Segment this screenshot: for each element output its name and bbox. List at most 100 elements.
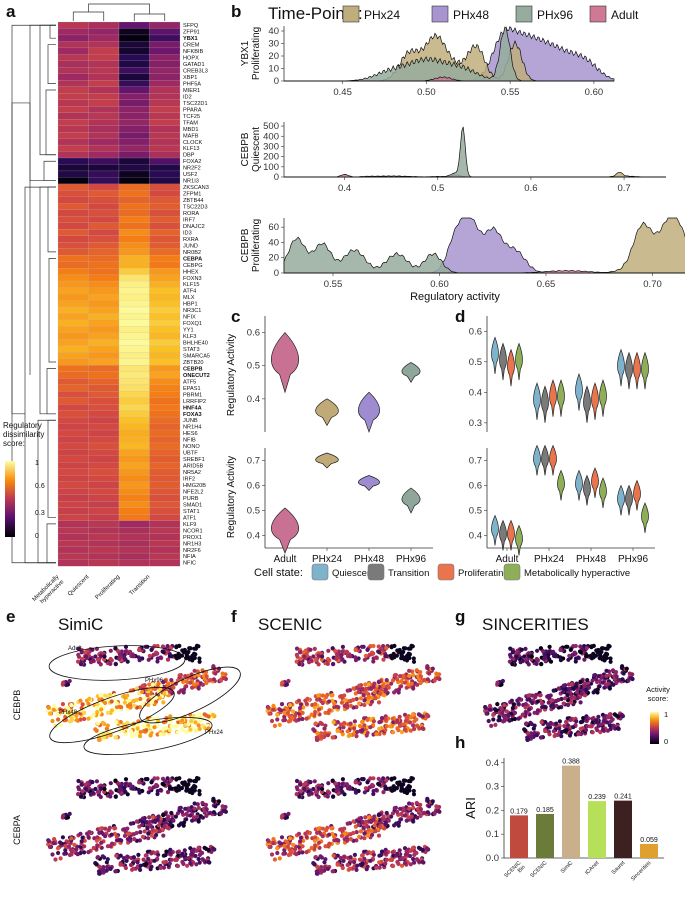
annotation-phx96: PHx96 [145, 678, 164, 684]
heatmap-cell [149, 60, 181, 68]
umap-point [543, 728, 548, 734]
heatmap-cell [57, 319, 89, 327]
heatmap-cell [118, 481, 150, 489]
umap-point [398, 856, 403, 861]
umap-point [128, 729, 134, 734]
heatmap-cell [57, 546, 89, 554]
violin-state [633, 479, 641, 511]
gene-label: NFIB [183, 438, 196, 444]
bar-y-label: ARI [463, 797, 478, 819]
heatmap-cell [57, 125, 89, 133]
heatmap-cell [88, 80, 120, 88]
umap-point [566, 657, 571, 662]
umap-point [182, 848, 187, 853]
gene-label: GATAD1 [183, 62, 205, 68]
umap-point [301, 782, 306, 787]
annotation-ellipse-phx96 [139, 666, 241, 724]
y-tick-label: 10 [268, 64, 279, 75]
heatmap-cell [118, 416, 150, 424]
umap-point [598, 730, 603, 735]
violin-state [549, 379, 557, 417]
umap-point [109, 841, 115, 846]
umap-point [534, 733, 539, 738]
gene-label: CEBPA [183, 256, 202, 262]
umap-point [184, 817, 189, 822]
heatmap-row: JUND [57, 242, 198, 249]
umap-point [281, 851, 286, 856]
heatmap-row: PROX1 [57, 533, 202, 541]
gene-label: BHLHE40 [183, 341, 208, 347]
umap-point [146, 702, 151, 708]
heatmap-cell [118, 527, 150, 534]
gene-label: KLF15 [183, 282, 199, 288]
heatmap-cell [88, 67, 120, 75]
cell-state-legend: Cell state: Quiescen Transition Proliferat… [254, 563, 630, 581]
heatmap-cell [57, 397, 89, 405]
umap-point [398, 674, 403, 679]
umap-point [194, 862, 199, 867]
umap-point [149, 700, 154, 705]
y-tick-label: 0.4 [247, 531, 260, 542]
umap-point [60, 702, 65, 707]
umap-point [213, 804, 218, 809]
umap-point [186, 856, 191, 861]
heatmap-cell [88, 293, 120, 301]
heatmap-row: PURB [57, 494, 199, 502]
heatmap-cell [118, 93, 150, 101]
umap-point [145, 826, 150, 831]
umap-point [298, 649, 303, 654]
umap-point [547, 644, 552, 650]
umap-point [404, 790, 410, 796]
umap-point [182, 820, 187, 825]
umap-point [176, 653, 181, 658]
heatmap-cell [149, 67, 181, 75]
heatmap-cell [149, 416, 181, 424]
umap-point [191, 815, 197, 820]
umap-point [185, 730, 190, 735]
umap-point [143, 777, 148, 782]
umap-point [554, 703, 559, 708]
violin-adult [271, 332, 299, 394]
gene-label: CEBPB [183, 366, 203, 372]
gene-label: ID3 [183, 230, 192, 236]
cell-state-label: Transition [388, 568, 429, 579]
heatmap-row: JUNB [57, 416, 198, 424]
heatmap-cell [149, 319, 181, 327]
umap-point [432, 811, 437, 816]
heatmap-cell [57, 358, 89, 366]
heatmap-cell [88, 248, 120, 256]
heatmap-cell [149, 34, 181, 42]
umap-point [173, 814, 178, 819]
gene-label: NR2F6 [183, 548, 201, 554]
heatmap-cell [88, 280, 120, 288]
umap-point [195, 681, 200, 686]
heatmap-cell [57, 391, 89, 398]
gene-label: MLX [183, 295, 195, 301]
umap-point [551, 688, 556, 693]
umap-point [363, 682, 368, 687]
heatmap-cell [118, 86, 150, 94]
heatmap-cell [118, 73, 150, 81]
umap-point [383, 717, 388, 722]
umap-point [340, 777, 345, 782]
gene-label: YBX1 [183, 36, 198, 42]
bar-value-label: 0.239 [588, 794, 606, 801]
umap-point [354, 867, 359, 873]
umap-point [161, 860, 166, 865]
heatmap-cell [88, 397, 120, 405]
umap-point [300, 710, 305, 716]
umap-point [93, 727, 98, 732]
gene-label: IRF2 [183, 477, 195, 483]
y-tick-label: 30 [268, 39, 279, 50]
umap-point [177, 806, 182, 811]
gene-label: HHEX [183, 269, 199, 275]
umap-e2 [46, 776, 228, 876]
umap-point [347, 786, 352, 791]
umap-point [340, 865, 345, 871]
heatmap-cell [118, 423, 150, 431]
umap-point [288, 836, 293, 841]
umap-point [279, 835, 285, 840]
umap-point [551, 729, 556, 734]
umap-point [105, 864, 110, 870]
umap-point [169, 678, 174, 683]
